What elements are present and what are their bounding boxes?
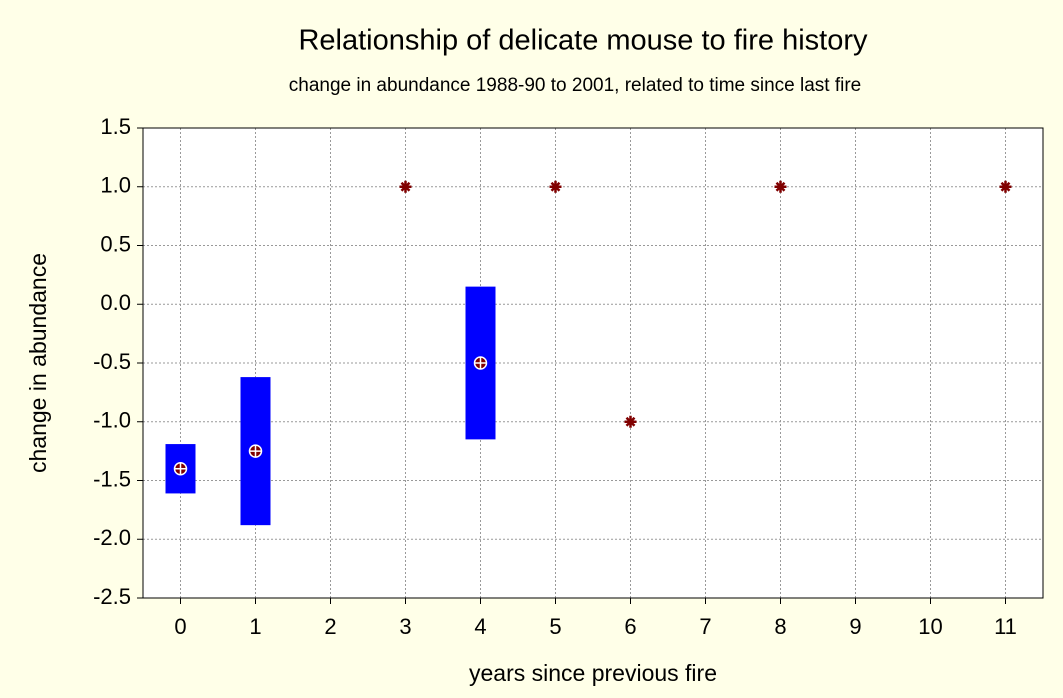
x-tick-label: 10 — [918, 614, 942, 639]
point — [774, 180, 787, 193]
y-tick-label: -2.0 — [93, 525, 131, 550]
chart-title: Relationship of delicate mouse to fire h… — [298, 25, 868, 57]
point — [624, 415, 637, 428]
y-tick-label: -2.5 — [93, 584, 131, 609]
point — [999, 180, 1012, 193]
y-tick-label: -1.5 — [93, 466, 131, 491]
x-tick-label: 4 — [474, 614, 486, 639]
y-tick-label: -1.0 — [93, 408, 131, 433]
mean-cross — [249, 445, 262, 458]
x-tick-label: 2 — [324, 614, 336, 639]
x-tick-label: 7 — [699, 614, 711, 639]
x-tick-label: 5 — [549, 614, 561, 639]
point — [549, 180, 562, 193]
plot-frame — [142, 127, 1044, 599]
y-tick-label: -0.5 — [93, 349, 131, 374]
x-tick-label: 9 — [849, 614, 861, 639]
y-axis-label: change in abundance — [25, 253, 51, 473]
y-tick-label: 0.0 — [100, 290, 131, 315]
x-tick-label: 8 — [774, 614, 786, 639]
y-tick-label: 1.0 — [100, 173, 131, 198]
x-tick-label: 11 — [994, 614, 1017, 639]
x-tick-label: 3 — [399, 614, 411, 639]
x-tick-label: 6 — [624, 614, 636, 639]
x-axis-label: years since previous fire — [469, 660, 717, 686]
mean-cross — [174, 462, 187, 475]
mean-cross — [474, 357, 487, 369]
x-tick-label: 1 — [249, 614, 261, 639]
chart-subtitle: change in abundance 1988-90 to 2001, rel… — [289, 75, 862, 96]
y-tick-label: 1.5 — [100, 114, 131, 139]
y-tick-label: 0.5 — [100, 231, 131, 256]
x-tick-label: 0 — [174, 614, 186, 639]
point — [399, 180, 412, 193]
